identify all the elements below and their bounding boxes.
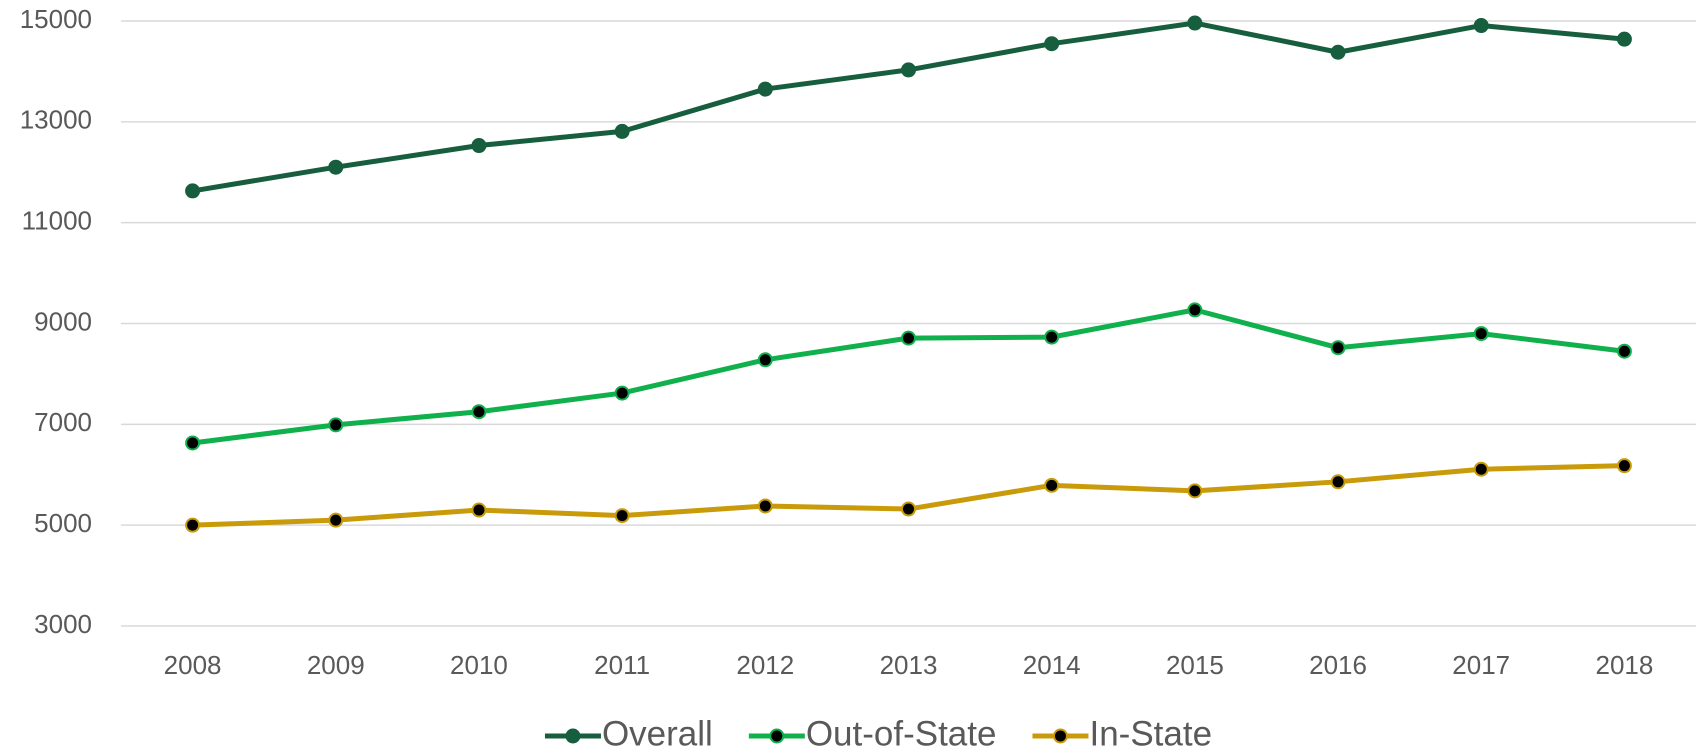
marker xyxy=(1330,474,1346,490)
marker xyxy=(1330,44,1346,60)
x-tick-label: 2018 xyxy=(1595,650,1653,680)
marker xyxy=(1187,302,1203,318)
marker xyxy=(757,352,773,368)
marker xyxy=(1330,340,1346,356)
x-tick-label: 2011 xyxy=(594,650,650,680)
x-tick-label: 2009 xyxy=(307,650,365,680)
x-tick-label: 2008 xyxy=(164,650,222,680)
x-tick-label: 2017 xyxy=(1452,650,1510,680)
marker xyxy=(1044,329,1060,345)
marker xyxy=(1473,326,1489,342)
marker xyxy=(1616,458,1632,474)
marker xyxy=(1187,483,1203,499)
marker xyxy=(328,417,344,433)
marker xyxy=(614,508,630,524)
marker xyxy=(614,385,630,401)
legend-marker xyxy=(1052,728,1068,744)
series-line xyxy=(192,307,1625,446)
x-tick-label: 2015 xyxy=(1166,650,1224,680)
x-tick-label: 2014 xyxy=(1023,650,1081,680)
marker xyxy=(901,62,916,78)
series-line xyxy=(192,20,1625,194)
legend-label: In-State xyxy=(1089,714,1212,753)
marker xyxy=(185,183,201,199)
y-tick-label: 3000 xyxy=(34,609,92,639)
legend-marker xyxy=(565,728,581,744)
marker xyxy=(471,404,487,420)
marker xyxy=(1473,461,1489,477)
marker xyxy=(328,512,344,528)
marker xyxy=(185,435,201,451)
marker xyxy=(901,501,916,517)
marker xyxy=(1044,36,1060,52)
marker xyxy=(757,498,773,514)
x-tick-label: 2016 xyxy=(1309,650,1367,680)
marker xyxy=(901,330,916,346)
legend-label: Overall xyxy=(602,714,713,753)
legend-label: Out-of-State xyxy=(806,714,997,753)
legend-marker xyxy=(769,728,785,744)
marker xyxy=(185,517,201,533)
x-tick-label: 2010 xyxy=(450,650,508,680)
marker xyxy=(1616,343,1632,359)
y-tick-label: 15000 xyxy=(20,4,92,34)
x-tick-label: 2012 xyxy=(736,650,794,680)
marker xyxy=(471,502,487,518)
marker xyxy=(1187,15,1203,31)
x-tick-label: 2013 xyxy=(880,650,938,680)
y-tick-label: 11000 xyxy=(22,206,92,236)
marker xyxy=(614,123,630,139)
legend: Overall Out-of-State In-State xyxy=(544,714,1212,753)
marker xyxy=(471,138,487,154)
y-tick-label: 5000 xyxy=(34,508,92,538)
y-tick-label: 9000 xyxy=(34,306,92,336)
marker xyxy=(1044,477,1060,493)
y-tick-label: 13000 xyxy=(20,105,92,135)
marker xyxy=(757,81,773,97)
marker xyxy=(1473,18,1489,34)
marker xyxy=(1616,31,1632,47)
y-tick-label: 7000 xyxy=(34,407,92,437)
marker xyxy=(328,159,344,175)
